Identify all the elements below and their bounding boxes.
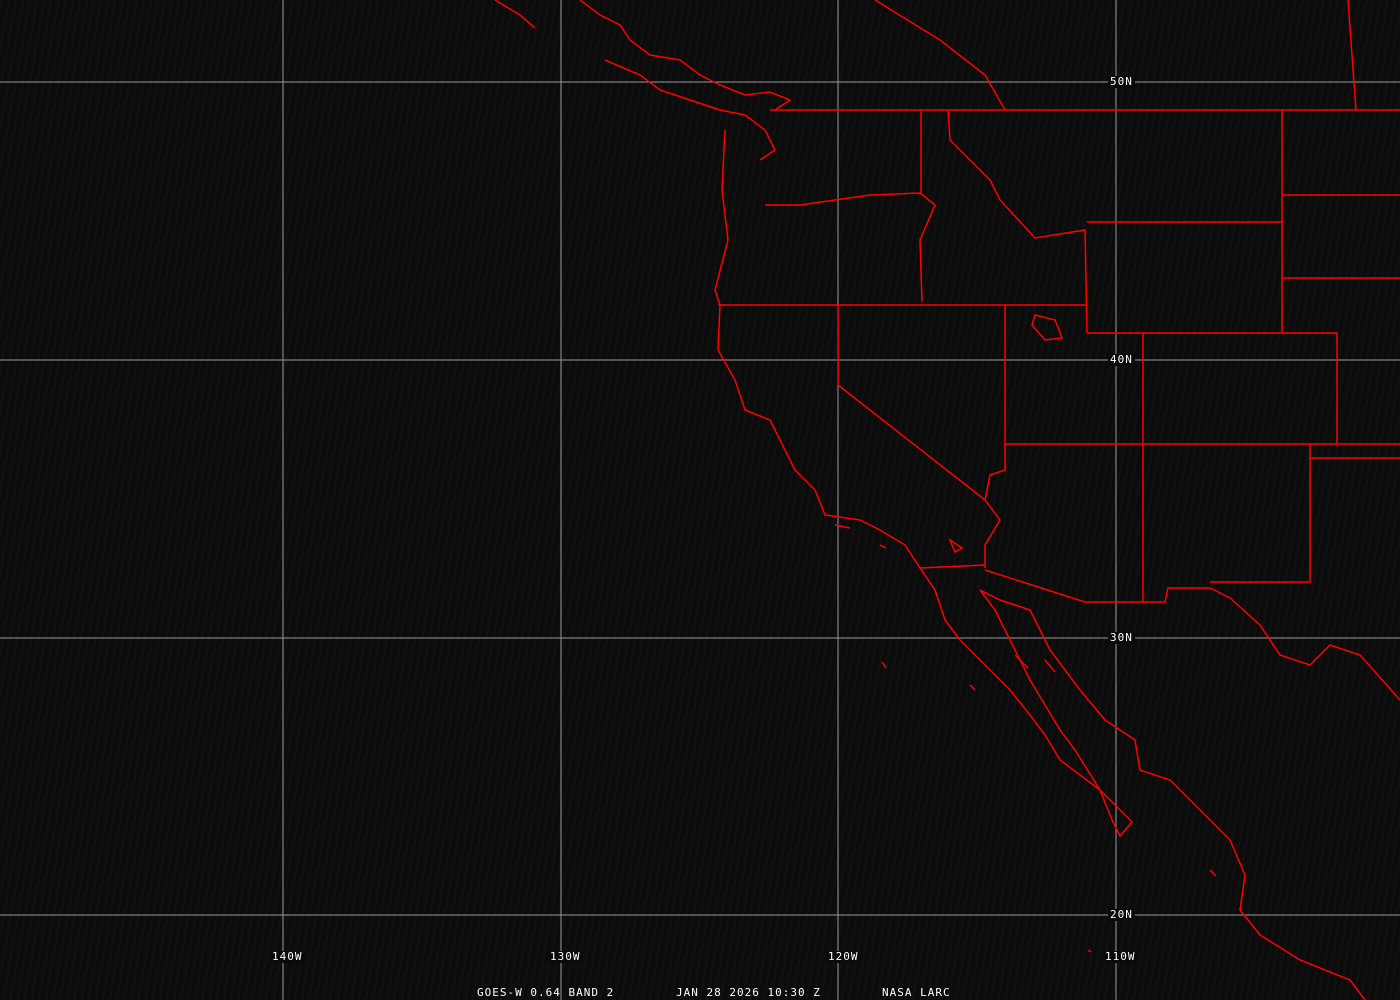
source-credit: NASA LARC <box>882 986 951 999</box>
state-borders <box>718 109 1400 701</box>
lon-label-110w: 110W <box>1103 950 1138 963</box>
lon-label-130w: 130W <box>548 950 583 963</box>
timestamp: JAN 28 2026 10:30 Z <box>676 986 821 999</box>
satellite-band: GOES-W 0.64 BAND 2 <box>477 986 615 999</box>
lon-label-120w: 120W <box>826 950 861 963</box>
lat-label-30n: 30N <box>1108 631 1135 644</box>
lat-label-40n: 40N <box>1108 353 1135 366</box>
lakes-islands <box>834 314 1217 953</box>
coastline-bc <box>494 0 792 161</box>
border-us-canada <box>770 0 1400 111</box>
lon-label-140w: 140W <box>270 950 305 963</box>
lat-label-50n: 50N <box>1108 75 1135 88</box>
lat-label-20n: 20N <box>1108 908 1135 921</box>
boundaries <box>494 0 1400 1000</box>
coastline-us-mexico <box>714 129 1366 1000</box>
